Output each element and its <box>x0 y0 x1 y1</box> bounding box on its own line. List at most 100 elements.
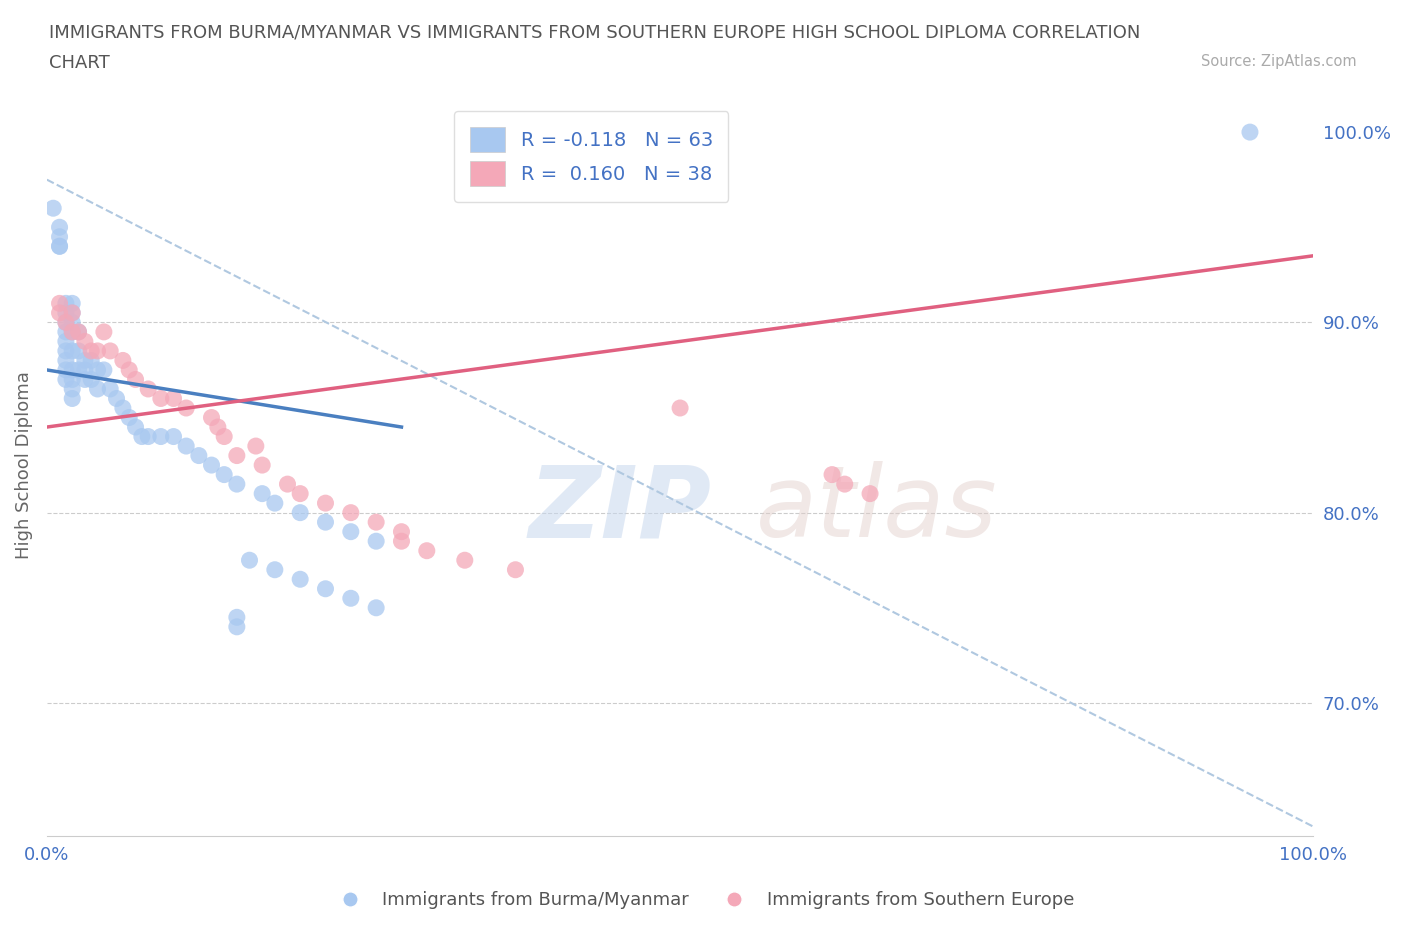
Point <box>288 505 311 520</box>
Point <box>315 581 337 596</box>
Point <box>834 477 856 492</box>
Point <box>60 343 83 358</box>
Point <box>93 363 115 378</box>
Point <box>124 372 146 387</box>
Point <box>200 410 222 425</box>
Point <box>80 372 103 387</box>
Point <box>200 458 222 472</box>
Point <box>55 353 77 368</box>
Point <box>118 363 141 378</box>
Point <box>73 334 96 349</box>
Point <box>821 467 844 482</box>
Point <box>67 343 90 358</box>
Point <box>93 325 115 339</box>
Point <box>149 391 172 405</box>
Text: IMMIGRANTS FROM BURMA/MYANMAR VS IMMIGRANTS FROM SOUTHERN EUROPE HIGH SCHOOL DIP: IMMIGRANTS FROM BURMA/MYANMAR VS IMMIGRA… <box>49 23 1140 41</box>
Point <box>55 363 77 378</box>
Point <box>174 401 197 416</box>
Point <box>225 477 247 492</box>
Point <box>48 239 70 254</box>
Point <box>207 419 229 434</box>
Point <box>238 552 260 567</box>
Point <box>288 486 311 501</box>
Point <box>288 572 311 587</box>
Point <box>118 410 141 425</box>
Point <box>105 391 128 405</box>
Point <box>454 552 477 567</box>
Point <box>86 343 108 358</box>
Point <box>136 429 159 444</box>
Point <box>859 486 882 501</box>
Point <box>416 543 439 558</box>
Y-axis label: High School Diploma: High School Diploma <box>15 371 32 559</box>
Point <box>48 219 70 234</box>
Point <box>55 315 77 330</box>
Point <box>67 325 90 339</box>
Point <box>73 372 96 387</box>
Point <box>187 448 209 463</box>
Text: CHART: CHART <box>49 54 110 72</box>
Point <box>60 363 83 378</box>
Point <box>60 381 83 396</box>
Point <box>55 343 77 358</box>
Point <box>250 458 273 472</box>
Point <box>55 305 77 320</box>
Point <box>162 391 184 405</box>
Point <box>55 296 77 311</box>
Point <box>250 486 273 501</box>
Point <box>149 429 172 444</box>
Point <box>55 325 77 339</box>
Point <box>111 401 134 416</box>
Point <box>60 372 83 387</box>
Point <box>263 563 285 578</box>
Point <box>669 401 692 416</box>
Point <box>55 334 77 349</box>
Point <box>276 477 298 492</box>
Text: atlas: atlas <box>756 461 998 558</box>
Point <box>391 525 413 539</box>
Point <box>124 419 146 434</box>
Point <box>60 305 83 320</box>
Point <box>340 525 363 539</box>
Point <box>67 363 90 378</box>
Point <box>174 439 197 454</box>
Point <box>263 496 285 511</box>
Point <box>340 591 363 605</box>
Point <box>98 343 121 358</box>
Point <box>73 353 96 368</box>
Point <box>162 429 184 444</box>
Point <box>245 439 267 454</box>
Point <box>67 325 90 339</box>
Point <box>340 505 363 520</box>
Point <box>391 534 413 549</box>
Point <box>366 601 388 616</box>
Text: Source: ZipAtlas.com: Source: ZipAtlas.com <box>1201 54 1357 69</box>
Point <box>111 353 134 368</box>
Point <box>42 201 65 216</box>
Point <box>212 429 235 444</box>
Point <box>60 391 83 405</box>
Point <box>48 296 70 311</box>
Point <box>80 353 103 368</box>
Point <box>86 381 108 396</box>
Point <box>225 619 247 634</box>
Point <box>86 363 108 378</box>
Point <box>60 315 83 330</box>
Point <box>60 325 83 339</box>
Point <box>225 448 247 463</box>
Point <box>60 305 83 320</box>
Point <box>60 296 83 311</box>
Point <box>315 496 337 511</box>
Point <box>48 230 70 245</box>
Point <box>80 343 103 358</box>
Point <box>60 325 83 339</box>
Point <box>366 534 388 549</box>
Point <box>55 372 77 387</box>
Point <box>136 381 159 396</box>
Point <box>225 610 247 625</box>
Point <box>98 381 121 396</box>
Legend: Immigrants from Burma/Myanmar, Immigrants from Southern Europe: Immigrants from Burma/Myanmar, Immigrant… <box>325 884 1081 916</box>
Point <box>48 305 70 320</box>
Point <box>505 563 527 578</box>
Point <box>212 467 235 482</box>
